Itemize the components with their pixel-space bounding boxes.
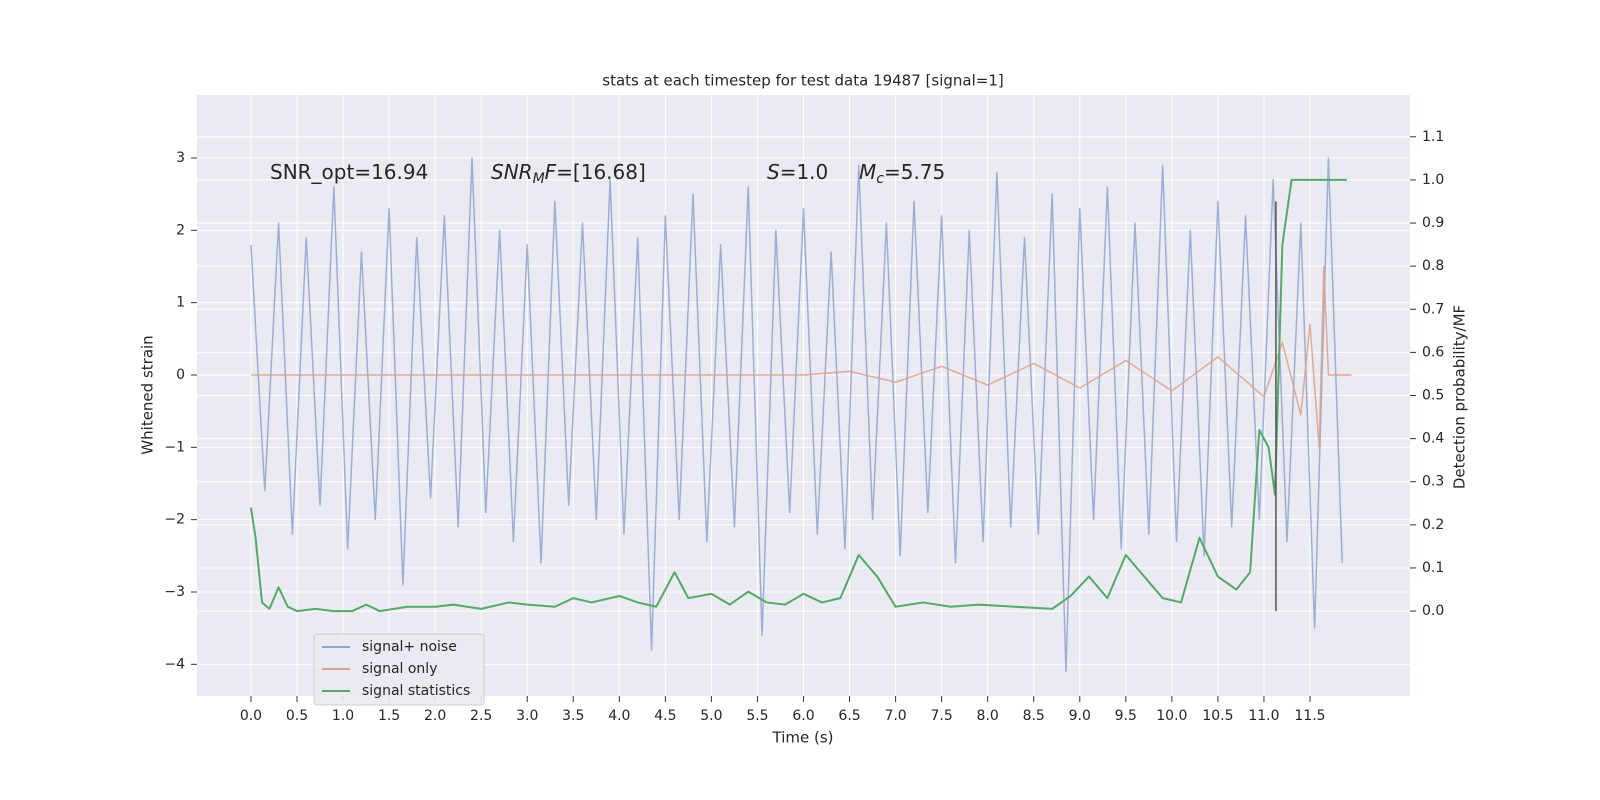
annotation-part: =5.75 [884, 160, 945, 184]
y-tick-label: 2 [176, 222, 185, 238]
y2-tick-label: 0.7 [1422, 301, 1444, 317]
x-tick-label: 6.5 [838, 708, 860, 724]
series-line [250, 157, 1343, 673]
x-tick-label: 4.0 [608, 708, 630, 724]
annotation-part: SNR_opt=16.94 [270, 160, 428, 184]
annotation-part: M [859, 160, 876, 184]
x-tick-label: 2.0 [424, 708, 446, 724]
annotation-part: F [545, 160, 557, 184]
y2-tick-label: 0.1 [1422, 560, 1444, 576]
annotation-part: =1.0 [780, 160, 829, 184]
x-tick-label: 9.0 [1069, 708, 1091, 724]
x-tick-label: 5.0 [700, 708, 722, 724]
x-tick-label: 3.5 [562, 708, 584, 724]
x-tick-label: 0.5 [286, 708, 308, 724]
legend-box [313, 633, 485, 706]
annotation: SNRMF=[16.68] [491, 160, 646, 188]
x-tick-label: 9.5 [1115, 708, 1137, 724]
x-tick-label: 10.0 [1156, 708, 1187, 724]
series-line [250, 265, 1352, 449]
x-tick-label: 8.5 [1023, 708, 1045, 724]
x-tick-label: 7.0 [884, 708, 906, 724]
y2-tick-label: 0.9 [1422, 215, 1444, 231]
y-tick-label: 0 [176, 367, 185, 383]
x-tick-label: 3.0 [516, 708, 538, 724]
x-axis-label: Time (s) [772, 729, 834, 747]
x-tick-label: 1.0 [332, 708, 354, 724]
x-tick-label: 10.5 [1202, 708, 1233, 724]
legend-label: signal statistics [362, 683, 470, 699]
y-tick-label: 1 [176, 295, 185, 311]
y2-tick-label: 1.1 [1422, 129, 1444, 145]
x-tick-label: 6.0 [792, 708, 814, 724]
y2-tick-label: 0.4 [1422, 431, 1444, 447]
y-tick-label: −3 [164, 584, 185, 600]
x-tick-label: 11.0 [1248, 708, 1279, 724]
chart-title: stats at each timestep for test data 194… [602, 72, 1003, 90]
x-tick-label: 11.5 [1294, 708, 1325, 724]
series-line [249, 178, 1347, 613]
y-tick-label: −2 [164, 512, 185, 528]
labels: 0.0 0.5 1.0 1.5 2.0 2.5 3.0 3.5 4.0 4.5 5.0 5.5 6.0 6… [164, 129, 1444, 724]
annotation-part: SNR [491, 160, 533, 184]
annotation: SNR_opt=16.94 [270, 160, 428, 184]
x-tick-label: 0.0 [240, 708, 262, 724]
y2-tick-label: 0.8 [1422, 258, 1444, 274]
y-tick-label: 3 [176, 150, 185, 166]
y2-tick-label: 0.3 [1422, 474, 1444, 490]
x-tick-label: 5.5 [746, 708, 768, 724]
y-tick-label: −1 [164, 439, 185, 455]
x-tick-label: 4.5 [654, 708, 676, 724]
y2-tick-label: 0.6 [1422, 344, 1444, 360]
x-tick-label: 7.5 [931, 708, 953, 724]
annotation-part: =[16.68] [556, 160, 646, 184]
x-tick-label: 2.5 [470, 708, 492, 724]
annotation-part: S [767, 160, 780, 184]
y2-tick-label: 0.0 [1422, 603, 1444, 619]
annotation-part: c [876, 171, 884, 187]
legend-label: signal only [362, 661, 437, 677]
y2-tick-label: 0.2 [1422, 517, 1444, 533]
y2-tick-label: 0.5 [1422, 388, 1444, 404]
grid [197, 95, 1410, 696]
y2-axis-label: Detection probability/MF [1451, 305, 1469, 489]
legend-label: signal+ noise [362, 639, 457, 655]
marks [249, 157, 1352, 673]
y2-tick-label: 1.0 [1422, 172, 1444, 188]
y-axis-label: Whitened strain [139, 335, 157, 454]
x-tick-label: 1.5 [378, 708, 400, 724]
x-tick-label: 8.0 [977, 708, 999, 724]
annotation: Mc=5.75 [859, 160, 945, 188]
annotation: S=1.0 [767, 160, 828, 184]
y-tick-label: −4 [164, 656, 185, 672]
annotation-part: M [533, 171, 545, 187]
